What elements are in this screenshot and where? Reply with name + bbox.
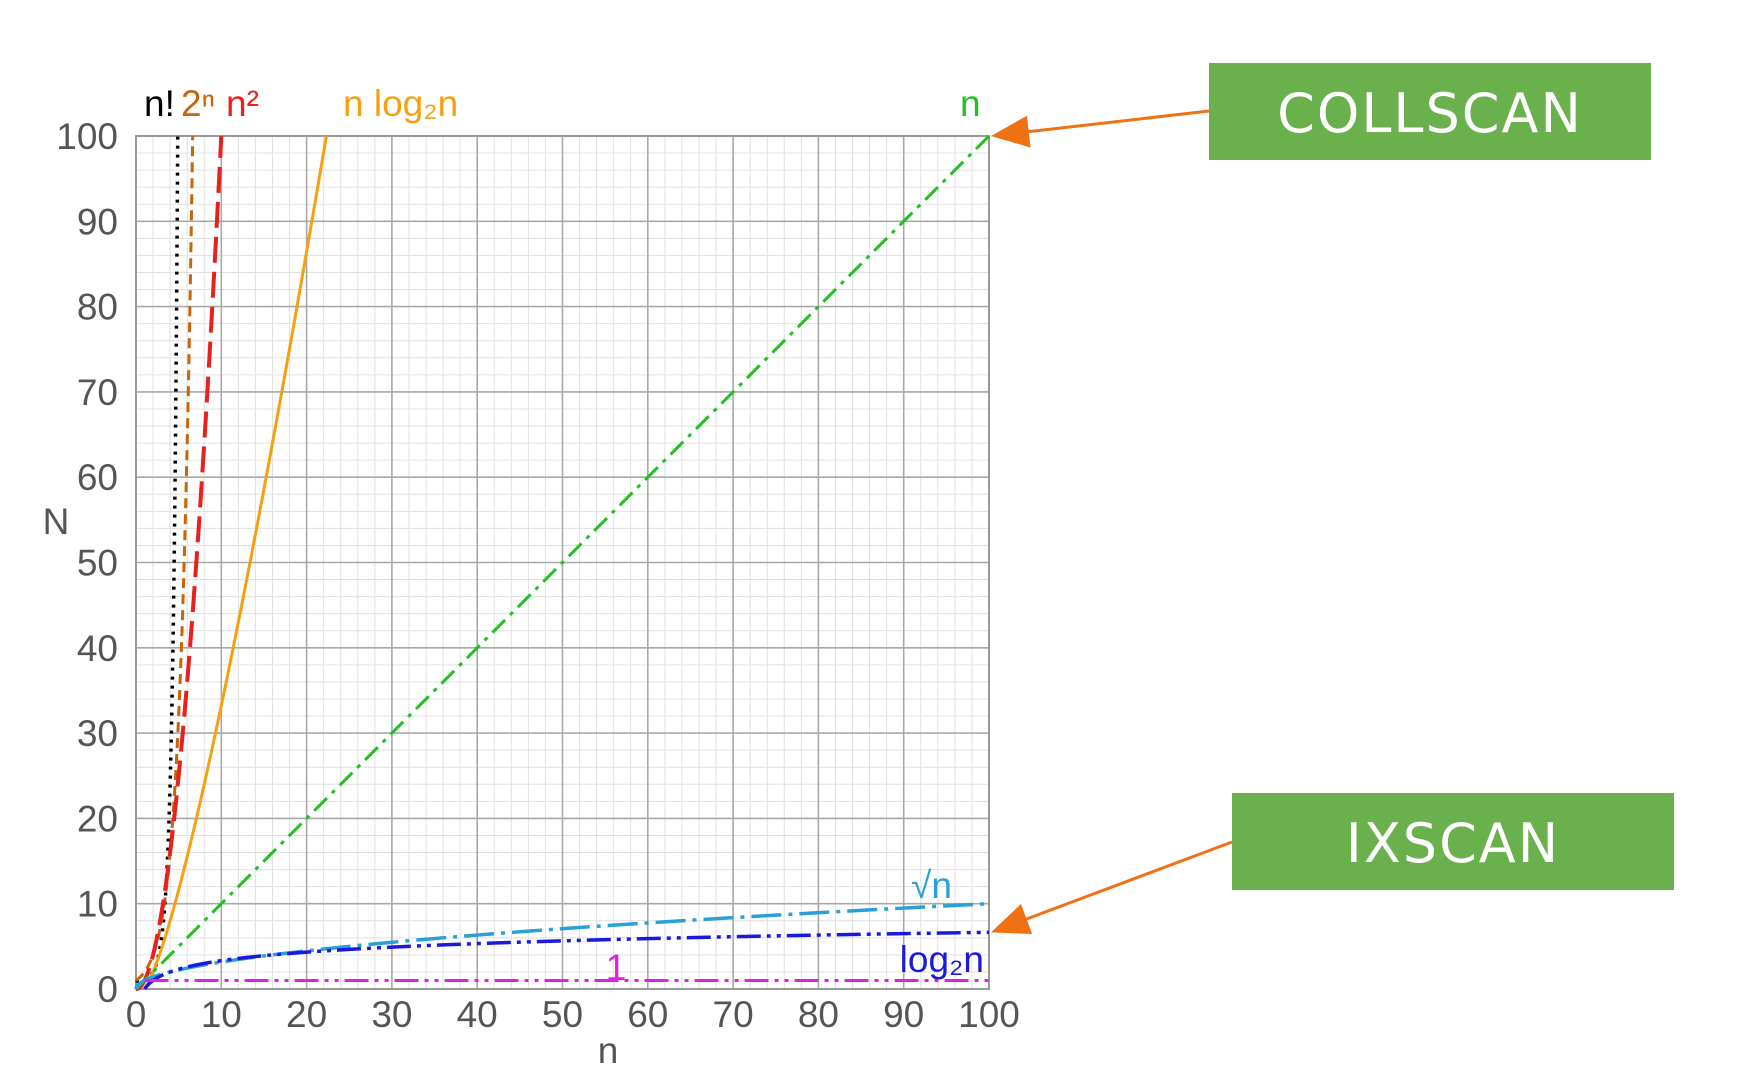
x-tick-label: 100 [958,994,1020,1035]
series-label-nlogn: n log₂n [343,83,458,124]
x-tick-label: 10 [201,994,242,1035]
ixscan-callout: IXSCAN [991,793,1674,935]
x-tick-label: 20 [286,994,327,1035]
collscan-box [1209,63,1651,160]
y-tick-label: 100 [56,116,118,157]
collscan-callout: COLLSCAN [991,63,1651,160]
x-tick-labels: 0 10 20 30 40 50 60 70 80 90 100 [126,994,1020,1035]
major-grid [136,136,989,989]
y-tick-label: 70 [77,372,118,413]
y-tick-label: 0 [97,969,118,1010]
y-tick-label: 10 [77,884,118,925]
series-lines [134,134,991,991]
series-labels: n! 2ⁿ n² n log₂n n √n log₂n 1 [144,83,984,988]
series-label-sqrt: √n [911,865,952,906]
x-tick-label: 80 [798,994,839,1035]
y-tick-label: 80 [77,287,118,328]
series-line-nlogn [143,135,328,990]
series-line-log2 [143,930,989,991]
y-tick-label: 50 [77,543,118,584]
y-tick-label: 30 [77,713,118,754]
x-axis-label: n [598,1030,619,1071]
series-line-square [135,135,224,991]
x-tick-label: 90 [883,994,924,1035]
plot-frame [135,135,990,990]
x-tick-label: 50 [542,994,583,1035]
x-tick-label: 60 [627,994,668,1035]
y-axis-label: N [43,501,70,542]
collscan-arrow-head [991,115,1031,148]
series-line-pow2 [135,135,195,982]
x-tick-label: 0 [126,994,147,1035]
x-tick-label: 70 [713,994,754,1035]
series-label-linear: n [960,83,981,124]
collscan-arrow-line [1028,109,1210,134]
series-label-factorial: n! [144,83,175,124]
ixscan-arrow-head [991,904,1033,935]
series-label-log2: log₂n [900,939,984,980]
collscan-label: COLLSCAN [1277,82,1583,145]
series-label-pow2: 2ⁿ [181,83,215,124]
x-tick-label: 30 [371,994,412,1035]
y-tick-label: 60 [77,457,118,498]
y-tick-label: 40 [77,628,118,669]
ixscan-arrow-line [1026,840,1233,921]
ixscan-label: IXSCAN [1346,812,1560,875]
y-tick-label: 90 [77,201,118,242]
x-tick-label: 40 [457,994,498,1035]
y-tick-label: 20 [77,798,118,839]
series-label-square: n² [226,83,259,124]
series-line-linear [134,134,991,991]
series-label-constant: 1 [606,947,627,988]
ixscan-box [1232,793,1674,890]
y-tick-labels: 0 10 20 30 40 50 60 70 80 90 100 [56,116,118,1010]
